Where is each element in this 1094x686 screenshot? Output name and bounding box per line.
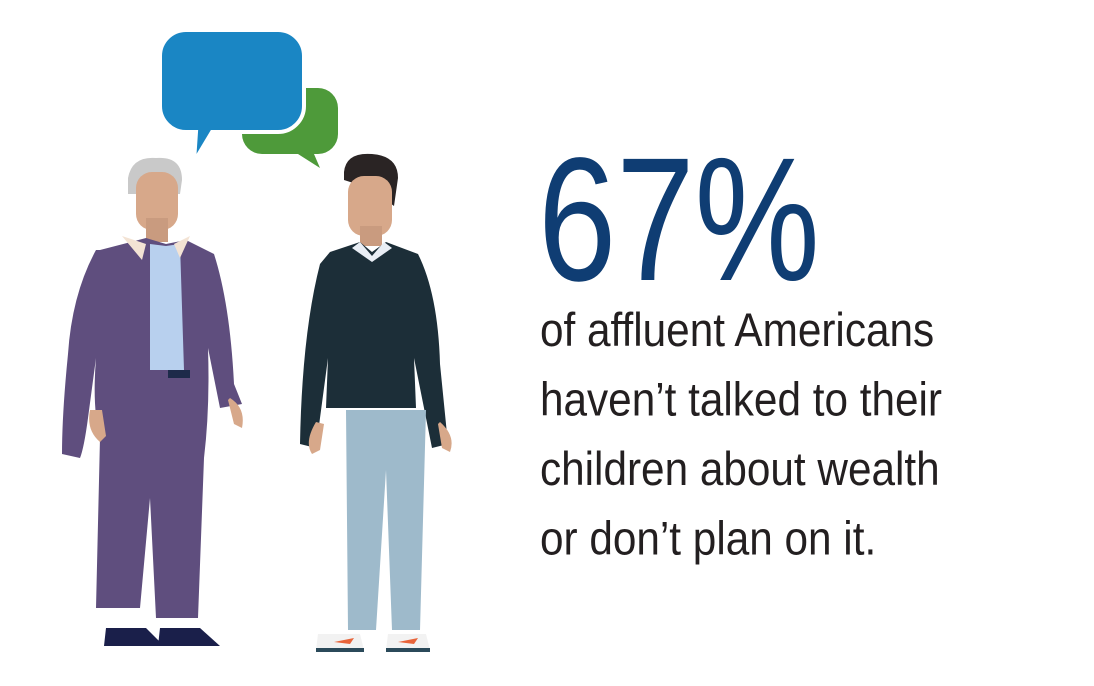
statement-line: haven’t talked to their [540, 375, 942, 427]
statement: of affluent Americans haven’t talked to t… [540, 305, 942, 565]
young-man [300, 153, 452, 652]
statement-line: or don’t plan on it. [540, 514, 876, 566]
statement-line: of affluent Americans [540, 305, 934, 357]
older-man [62, 157, 243, 646]
statement-line: children about wealth [540, 444, 940, 496]
stat: 67% [538, 121, 820, 318]
blue-bubble [158, 28, 306, 164]
illustration [62, 28, 452, 652]
